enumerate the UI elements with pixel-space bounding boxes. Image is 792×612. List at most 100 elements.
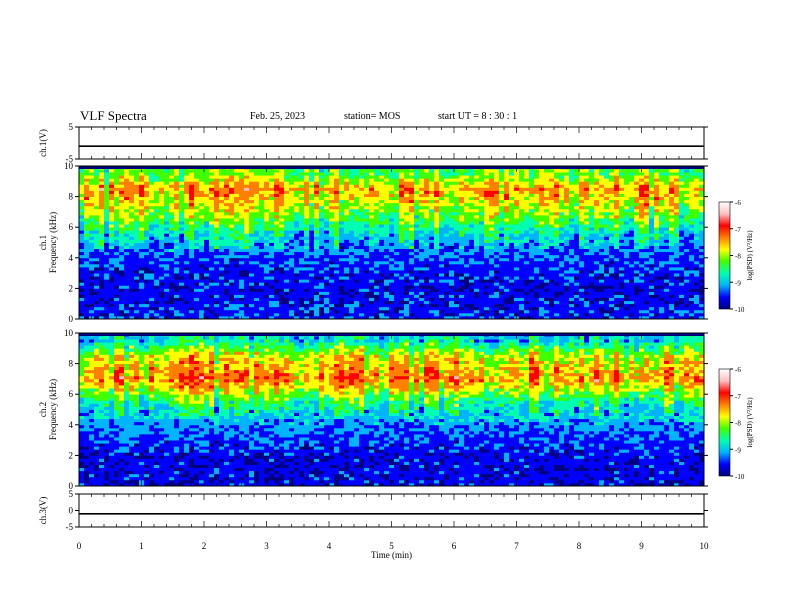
spectrogram-cell bbox=[554, 178, 560, 182]
spectrogram-cell bbox=[304, 230, 310, 234]
spectrogram-cell bbox=[254, 309, 260, 314]
spectrogram-cell bbox=[79, 294, 85, 298]
spectrogram-cell bbox=[314, 175, 320, 179]
spectrogram-cell bbox=[244, 224, 250, 228]
spectrogram-cell bbox=[209, 245, 215, 250]
spectrogram-cell bbox=[174, 245, 180, 250]
spectrogram-cell bbox=[79, 273, 85, 277]
spectrogram-cell bbox=[84, 193, 90, 197]
spectrogram-cell bbox=[89, 248, 95, 253]
spectrogram-cell bbox=[574, 312, 580, 317]
spectrogram-cell bbox=[119, 245, 125, 250]
spectrogram-cell bbox=[329, 276, 335, 280]
spectrogram-cell bbox=[304, 285, 310, 289]
spectrogram-cell bbox=[364, 257, 370, 262]
spectrogram-cell bbox=[464, 227, 470, 231]
spectrogram-cell bbox=[374, 309, 380, 314]
spectrogram-cell bbox=[549, 202, 555, 207]
spectrogram-cell bbox=[514, 273, 520, 277]
spectrogram-cell bbox=[499, 239, 505, 243]
spectrogram-cell bbox=[364, 248, 370, 253]
spectrogram-cell bbox=[504, 270, 510, 274]
spectrogram-cell bbox=[249, 245, 255, 250]
spectrogram-cell bbox=[139, 172, 145, 176]
spectrogram-cell bbox=[364, 279, 370, 283]
spectrogram-cell bbox=[514, 309, 520, 314]
spectrogram-cell bbox=[154, 175, 160, 179]
spectrogram-cell bbox=[104, 309, 110, 314]
spectrogram-cell bbox=[539, 181, 545, 185]
spectrogram-cell bbox=[414, 239, 420, 243]
spectrogram-cell bbox=[144, 227, 150, 231]
spectrogram-cell bbox=[114, 227, 120, 231]
spectrogram-cell bbox=[569, 208, 575, 213]
spectrogram-cell bbox=[169, 315, 175, 319]
spectrogram-cell bbox=[559, 303, 565, 308]
spectrogram-cell bbox=[354, 285, 360, 289]
spectrogram-cell bbox=[254, 270, 260, 274]
spectrogram-cell bbox=[389, 282, 395, 286]
spectrogram-cell bbox=[204, 181, 210, 185]
spectrogram-cell bbox=[399, 211, 405, 216]
spectrogram-cell bbox=[274, 208, 280, 213]
spectrogram-cell bbox=[179, 297, 185, 302]
spectrogram-cell bbox=[319, 263, 325, 268]
spectrogram-cell bbox=[499, 294, 505, 298]
spectrogram-cell bbox=[514, 266, 520, 271]
spectrogram-cell bbox=[194, 218, 200, 222]
spectrogram-cell bbox=[349, 236, 355, 240]
spectrogram-cell bbox=[334, 263, 340, 268]
spectrogram-cell bbox=[374, 248, 380, 253]
spectrogram-cell bbox=[399, 254, 405, 259]
spectrogram-cell bbox=[89, 242, 95, 246]
spectrogram-cell bbox=[359, 300, 365, 305]
spectrogram-cell bbox=[444, 181, 450, 185]
spectrogram-cell bbox=[89, 263, 95, 268]
spectrogram-cell bbox=[474, 303, 480, 308]
spectrogram-cell bbox=[254, 242, 260, 246]
spectrogram-cell bbox=[204, 187, 210, 191]
spectrogram-cell bbox=[179, 291, 185, 295]
spectrogram-cell bbox=[534, 254, 540, 259]
spectrogram-cell bbox=[164, 175, 170, 179]
spectrogram-cell bbox=[129, 257, 135, 262]
spectrogram-cell bbox=[434, 254, 440, 259]
spectrogram-cell bbox=[234, 239, 240, 243]
spectrogram-cell bbox=[254, 276, 260, 280]
spectrogram-cell bbox=[329, 309, 335, 314]
spectrogram-cell bbox=[359, 245, 365, 250]
spectrogram-cell bbox=[309, 233, 315, 237]
spectrogram-cell bbox=[204, 202, 210, 207]
spectrogram-cell bbox=[344, 309, 350, 314]
spectrogram-cell bbox=[199, 297, 205, 302]
spectrogram-cell bbox=[244, 214, 250, 219]
spectrogram-cell bbox=[444, 251, 450, 256]
spectrogram-cell bbox=[509, 208, 515, 213]
spectrogram-cell bbox=[234, 251, 240, 256]
spectrogram-cell bbox=[124, 263, 130, 268]
spectrogram-cell bbox=[329, 224, 335, 228]
spectrogram-cell bbox=[234, 196, 240, 201]
spectrogram-cell bbox=[429, 294, 435, 298]
spectrogram-cell bbox=[424, 236, 430, 240]
spectrogram-cell bbox=[269, 294, 275, 298]
spectrogram-cell bbox=[309, 190, 315, 194]
spectrogram-cell bbox=[239, 309, 245, 314]
spectrogram-cell bbox=[489, 242, 495, 246]
spectrogram-cell bbox=[289, 202, 295, 207]
spectrogram-cell bbox=[89, 239, 95, 243]
spectrogram-cell bbox=[214, 230, 220, 234]
spectrogram-cell bbox=[384, 175, 390, 179]
spectrogram-cell bbox=[444, 199, 450, 204]
spectrogram-cell bbox=[189, 297, 195, 302]
spectrogram-cell bbox=[184, 266, 190, 271]
spectrogram-cell bbox=[239, 172, 245, 176]
spectrogram-cell bbox=[369, 279, 375, 283]
spectrogram-cell bbox=[569, 193, 575, 197]
spectrogram-cell bbox=[529, 227, 535, 231]
spectrogram-cell bbox=[294, 211, 300, 216]
spectrogram-cell bbox=[394, 175, 400, 179]
spectrogram-cell bbox=[139, 190, 145, 194]
spectrogram-cell bbox=[339, 273, 345, 277]
